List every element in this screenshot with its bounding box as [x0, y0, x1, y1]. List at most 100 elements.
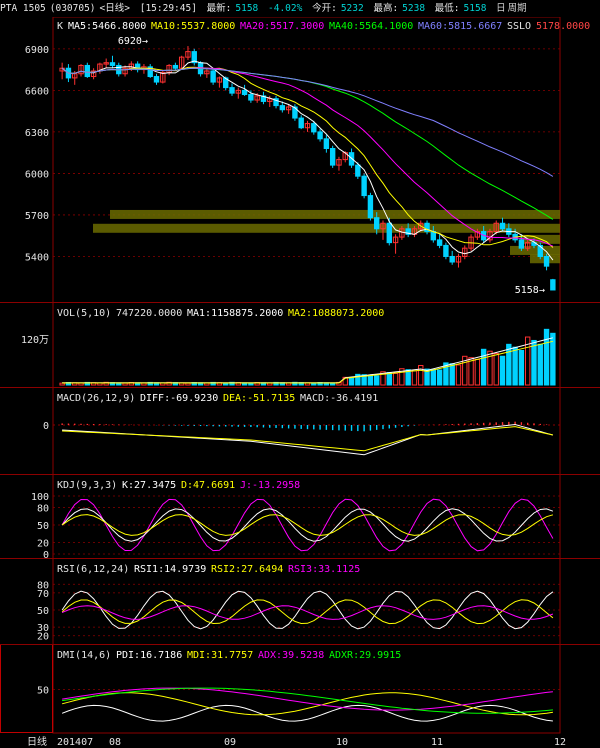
price-tick-label: 6600 [25, 86, 49, 97]
candle [178, 56, 185, 69]
volume-bar [543, 328, 550, 386]
price-tick-label: 6000 [25, 169, 49, 180]
volume-bar [493, 353, 499, 386]
candle [543, 255, 550, 267]
candle [311, 123, 317, 133]
candle [241, 89, 248, 96]
open-price: 5232 [340, 3, 364, 14]
price-legend-item: MA60:5815.6667 [418, 21, 502, 32]
symbol-code: (030705) [49, 3, 96, 14]
candle [147, 66, 153, 78]
kdj-legend-item: J:-13.2958 [240, 480, 300, 491]
volume-bar [499, 355, 506, 386]
volume-bar [386, 372, 392, 386]
volume-bar [361, 374, 367, 386]
candle [462, 247, 468, 257]
candle [493, 222, 499, 233]
kdj-tick-label: 50 [37, 521, 49, 532]
rsi-tick-label: 20 [37, 632, 49, 643]
macd-legend-item: DEA:-51.7135 [223, 393, 295, 404]
candle [474, 231, 481, 238]
candle [229, 87, 235, 94]
stock-chart[interactable]: K MA5:5466.8000 MA10:5537.8000 MA20:5517.30… [0, 17, 600, 748]
volume-bar [537, 343, 543, 386]
period-button[interactable]: 周期 [507, 3, 527, 14]
period-label: <日线> [99, 3, 130, 14]
candle [210, 70, 216, 83]
high-price-mark: 6920→ [118, 36, 148, 47]
latest-label: 最新: [206, 3, 232, 14]
macd-legend-item: DIFF:-69.9230 [140, 393, 218, 404]
candle [386, 222, 392, 244]
candle [304, 123, 311, 129]
price-legend-item: MA40:5564.1000 [329, 21, 413, 32]
volume-bar [468, 357, 474, 386]
latest-price: 5158 [235, 3, 259, 14]
rsi-legend-item: RSI3:33.1125 [288, 564, 360, 575]
ma40-line [61, 67, 554, 220]
vol-legend-item: MA1:1158875.2000 [187, 308, 283, 319]
volume-bar [455, 364, 462, 386]
volume-bar [430, 368, 437, 386]
day-button[interactable]: 日 [496, 3, 506, 14]
macd-legend-item: MACD(26,12,9) [57, 393, 135, 404]
open-label: 今开: [312, 3, 337, 14]
candle [392, 236, 399, 244]
rsi2-line [61, 599, 554, 625]
volume-bar [411, 370, 418, 386]
price-legend-item: SSLO [507, 21, 531, 32]
rsi-tick-label: 30 [37, 623, 49, 634]
dmi-legend-item: ADXR:29.9915 [329, 650, 401, 661]
price-tick-label: 6300 [25, 128, 49, 139]
candle [449, 255, 455, 263]
volume-bar [405, 369, 411, 386]
volume-bar [474, 358, 481, 386]
candle [90, 70, 97, 78]
kdj-legend-item: K:27.3475 [122, 480, 176, 491]
candle [248, 94, 254, 101]
kdj-tick-label: 20 [37, 538, 49, 549]
volume-bar [550, 332, 556, 386]
volume-bar [380, 371, 386, 386]
dmi-tick-label: 50 [37, 686, 49, 697]
dmi-legend-item: PDI:16.7186 [116, 650, 182, 661]
dmi-pdi-line [61, 704, 553, 722]
volume-profile-band [93, 223, 560, 233]
x-tick-label: 09 [224, 737, 236, 748]
vol-legend-item: VOL(5,10) [57, 308, 111, 319]
candle [153, 76, 160, 83]
vol-legend-item: 747220.0000 [116, 308, 182, 319]
candle [235, 89, 241, 94]
volume-bar [443, 362, 449, 386]
volume-bar [367, 374, 374, 386]
volume-bar [487, 350, 493, 386]
candle [109, 62, 116, 66]
candle [103, 62, 109, 65]
candle [279, 105, 286, 111]
candle [424, 222, 430, 233]
volume-bar [436, 369, 443, 386]
candle [455, 255, 462, 263]
candle [160, 71, 166, 83]
volume-bar [518, 349, 525, 386]
low-price-mark: 5158→ [515, 285, 545, 296]
x-tick-label: 10 [336, 737, 348, 748]
dmi-legend-item: DMI(14,6) [57, 650, 111, 661]
x-tick-label: 12 [554, 737, 566, 748]
volume-bar [512, 346, 518, 386]
candle [329, 148, 336, 166]
volume-bar [531, 339, 537, 386]
candle [267, 98, 273, 102]
candle [380, 222, 386, 230]
candle [367, 195, 374, 219]
volume-bar [418, 364, 424, 386]
macd-legend-item: MACD:-36.4191 [300, 393, 378, 404]
candle [524, 242, 531, 249]
candle [317, 131, 323, 140]
candle [298, 117, 304, 129]
rsi-tick-label: 80 [37, 580, 49, 591]
x-tick-label: 08 [109, 737, 121, 748]
plot-frame [52, 17, 561, 734]
candle [418, 222, 424, 230]
candle [172, 64, 179, 69]
